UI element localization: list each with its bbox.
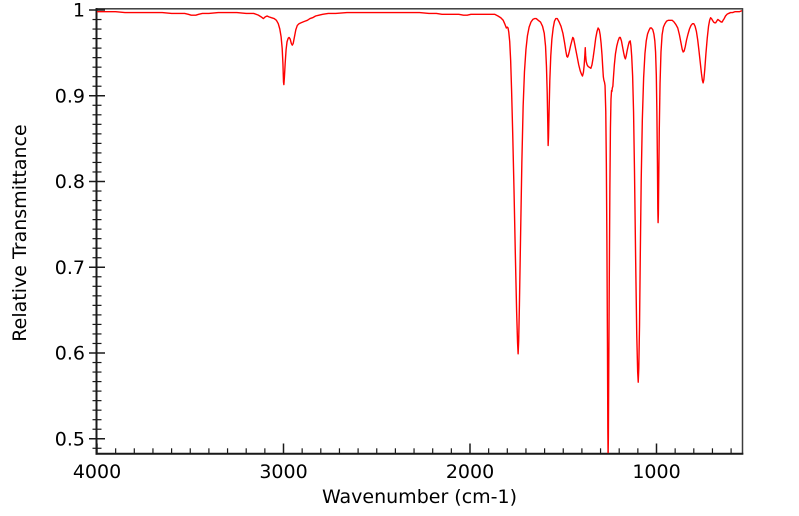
x-tick-label: 3000 <box>259 461 307 483</box>
y-tick-label: 1 <box>73 0 85 22</box>
x-tick-label: 1000 <box>632 461 680 483</box>
y-tick-label: 0.8 <box>55 171 85 193</box>
y-tick-label: 0.5 <box>55 428 85 450</box>
x-axis-label: Wavenumber (cm-1) <box>322 486 517 508</box>
axis-ticks <box>89 9 732 454</box>
y-tick-label: 0.6 <box>55 343 85 365</box>
y-axis-label: Relative Transmittance <box>9 124 31 341</box>
y-tick-label: 0.9 <box>55 85 85 107</box>
x-tick-label: 2000 <box>446 461 494 483</box>
x-tick-label: 4000 <box>73 461 121 483</box>
plot-frame <box>95 8 744 455</box>
axis-tick-labels: 1 0.9 0.8 0.7 0.6 0.5 4000 3000 2000 1000 <box>55 0 681 483</box>
spectrum-line <box>97 10 742 454</box>
y-tick-label: 0.7 <box>55 257 85 279</box>
